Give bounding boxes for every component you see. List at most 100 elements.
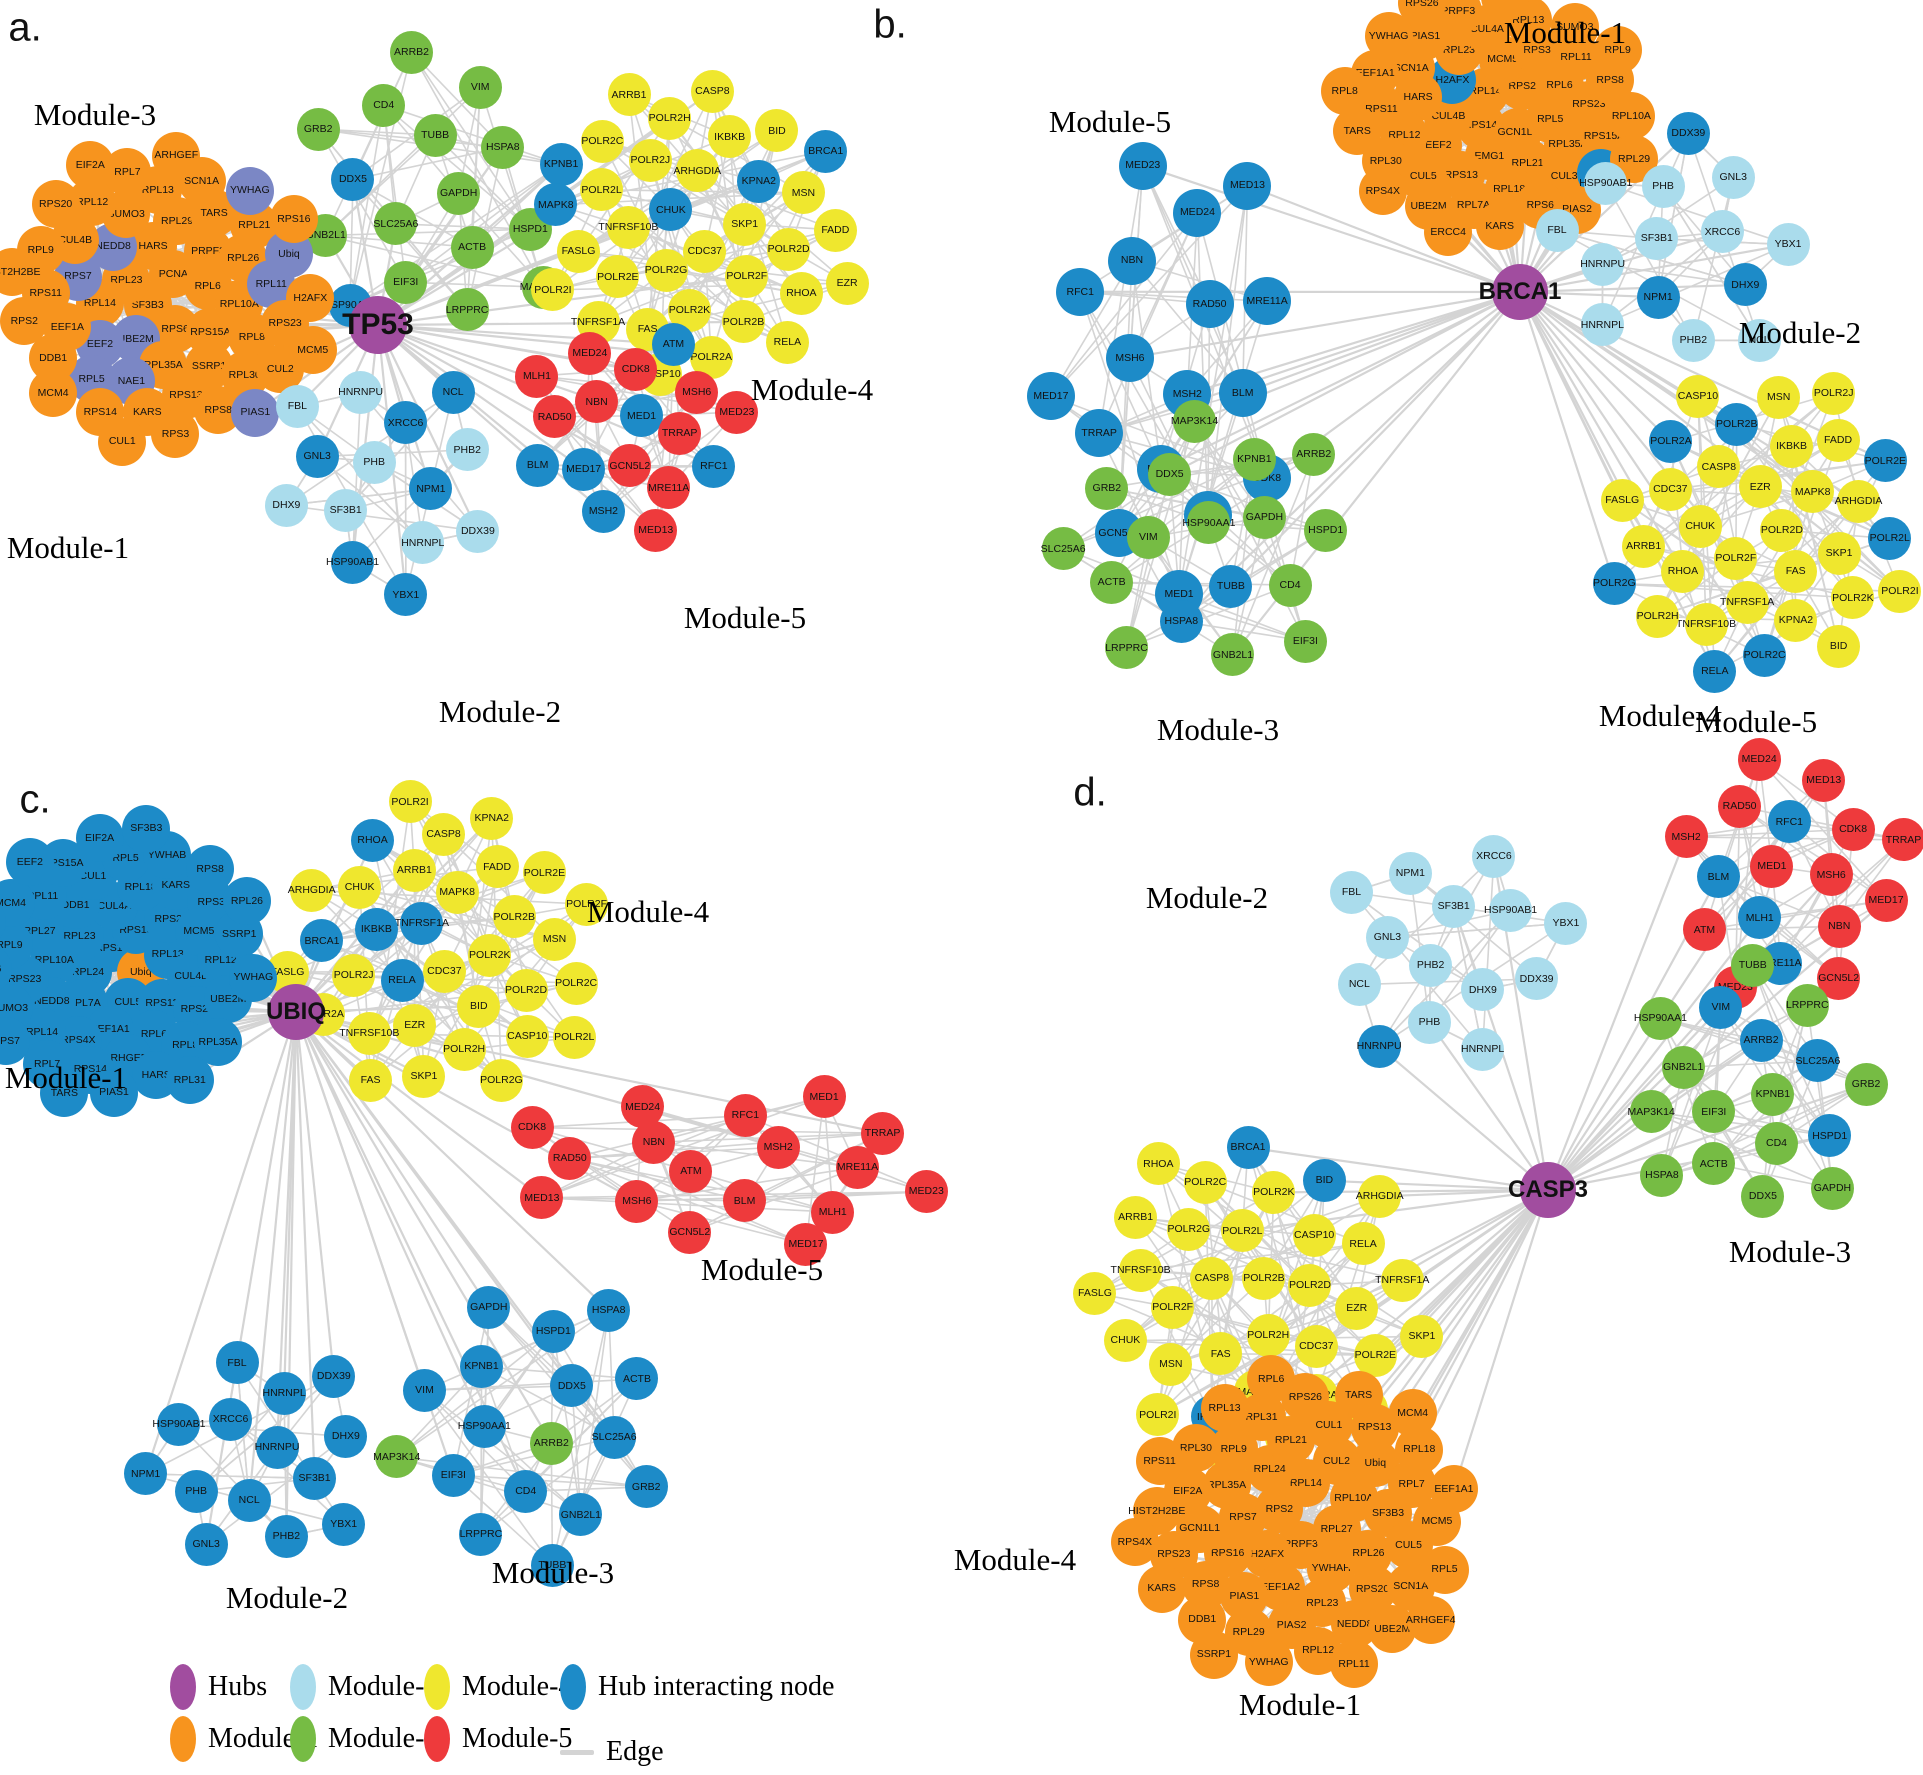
node-POLR2L[interactable]: POLR2L xyxy=(1220,1209,1264,1253)
node-GNL3[interactable]: GNL3 xyxy=(1711,156,1755,200)
node-SSRP1[interactable]: SSRP1 xyxy=(1189,1630,1238,1679)
node-NBN[interactable]: NBN xyxy=(632,1120,676,1164)
node-GAPDH[interactable]: GAPDH xyxy=(437,171,481,215)
node-TRRAP[interactable]: TRRAP xyxy=(658,412,702,456)
node-PHB[interactable]: PHB xyxy=(352,440,396,484)
node-NCL[interactable]: NCL xyxy=(431,370,475,414)
node-GRB2[interactable]: GRB2 xyxy=(1085,466,1129,510)
node-PHB2[interactable]: PHB2 xyxy=(1671,318,1715,362)
node-POLR2H[interactable]: POLR2H xyxy=(1636,595,1680,639)
node-PHB[interactable]: PHB xyxy=(1407,1001,1451,1045)
node-POLR2I[interactable]: POLR2I xyxy=(1878,569,1922,613)
node-ARRB2[interactable]: ARRB2 xyxy=(390,30,433,74)
node-SUMO3[interactable]: SUMO3 xyxy=(1550,3,1599,52)
node-GAPDH[interactable]: GAPDH xyxy=(1810,1166,1854,1210)
node-RPL30[interactable]: RPL30 xyxy=(0,897,7,946)
node-GAPDH[interactable]: GAPDH xyxy=(1242,495,1286,539)
node-CUL1[interactable]: CUL1 xyxy=(98,417,147,466)
node-RPL26[interactable]: RPL26 xyxy=(222,877,271,926)
node-CDC37[interactable]: CDC37 xyxy=(422,950,466,994)
node-POLR2H[interactable]: POLR2H xyxy=(442,1028,486,1072)
node-POLR2I[interactable]: POLR2I xyxy=(531,268,575,312)
node-HIST2H2BE[interactable]: HIST2H2BE xyxy=(1477,0,1534,21)
node-MED24[interactable]: MED24 xyxy=(1173,188,1222,237)
node-MCM4[interactable]: MCM4 xyxy=(1388,1389,1437,1438)
node-CDK8[interactable]: CDK8 xyxy=(510,1106,554,1150)
node-ARHGEF[interactable]: ARHGEF xyxy=(152,131,201,180)
node-HSPD1[interactable]: HSPD1 xyxy=(531,1309,575,1353)
node-RHOA[interactable]: RHOA xyxy=(1661,550,1705,594)
node-TNFRSF1A[interactable]: TNFRSF1A xyxy=(1375,1259,1429,1303)
node-POLR2A[interactable]: POLR2A xyxy=(1649,420,1693,464)
node-GAPDH[interactable]: GAPDH xyxy=(467,1286,511,1330)
node-MAP3K14[interactable]: MAP3K14 xyxy=(373,1435,420,1479)
node-ARRB1[interactable]: ARRB1 xyxy=(392,848,436,892)
node-ARHGEF4[interactable]: ARHGEF4 xyxy=(1406,1596,1456,1645)
node-TNFRSF10B[interactable]: TNFRSF10B xyxy=(1111,1248,1171,1292)
node-POLR2L[interactable]: POLR2L xyxy=(552,1015,596,1059)
node-HSPD1[interactable]: HSPD1 xyxy=(1808,1114,1852,1158)
node-POLR2C[interactable]: POLR2C xyxy=(554,961,598,1005)
node-FAS[interactable]: FAS xyxy=(349,1058,393,1102)
node-POLR2F[interactable]: POLR2F xyxy=(1151,1285,1195,1329)
hub-BRCA1[interactable]: BRCA1 xyxy=(1479,264,1561,320)
node-RELA[interactable]: RELA xyxy=(765,321,809,365)
node-GCN5L2[interactable]: GCN5L2 xyxy=(608,444,652,488)
node-EIF3I[interactable]: EIF3I xyxy=(1692,1090,1736,1134)
node-ATM[interactable]: ATM xyxy=(652,322,695,366)
node-TRRAP[interactable]: TRRAP xyxy=(1075,409,1124,458)
node-HSPA8[interactable]: HSPA8 xyxy=(1159,599,1203,643)
node-TNFRSF1A[interactable]: TNFRSF1A xyxy=(395,902,449,945)
node-RPL9[interactable]: RPL9 xyxy=(1593,26,1642,75)
node-HNRNPL[interactable]: HNRNPL xyxy=(401,521,444,565)
node-MSH6[interactable]: MSH6 xyxy=(675,370,719,414)
node-ACTB[interactable]: ACTB xyxy=(615,1357,659,1401)
node-GRB2[interactable]: GRB2 xyxy=(624,1465,668,1509)
node-NPM1[interactable]: NPM1 xyxy=(1388,852,1432,896)
node-CHUK[interactable]: CHUK xyxy=(649,188,693,232)
node-MAPK8[interactable]: MAPK8 xyxy=(1791,470,1835,514)
node-TNFRSF1A[interactable]: TNFRSF1A xyxy=(1720,581,1774,625)
node-POLR2F[interactable]: POLR2F xyxy=(725,254,769,298)
node-SLC25A6[interactable]: SLC25A6 xyxy=(1795,1039,1840,1083)
node-MSH6[interactable]: MSH6 xyxy=(1809,853,1853,897)
node-ATM[interactable]: ATM xyxy=(669,1149,713,1193)
node-MED23[interactable]: MED23 xyxy=(1118,141,1167,190)
node-HSP90AA1[interactable]: HSP90AA1 xyxy=(458,1404,511,1448)
node-PIAS1[interactable]: PIAS1 xyxy=(89,1068,138,1117)
node-NBN[interactable]: NBN xyxy=(1817,904,1861,948)
node-FASLG[interactable]: FASLG xyxy=(1073,1271,1117,1315)
node-FBL[interactable]: FBL xyxy=(1329,870,1373,914)
node-BID[interactable]: BID xyxy=(457,984,501,1028)
node-POLR2G[interactable]: POLR2G xyxy=(1167,1207,1211,1251)
node-POLR2G[interactable]: POLR2G xyxy=(644,248,688,292)
node-DDX39[interactable]: DDX39 xyxy=(312,1354,356,1398)
node-RAD50[interactable]: RAD50 xyxy=(1185,279,1234,328)
node-BLM[interactable]: BLM xyxy=(516,443,560,487)
node-RELA[interactable]: RELA xyxy=(1341,1222,1385,1266)
node-EZR[interactable]: EZR xyxy=(1335,1286,1379,1330)
node-EEF1A1[interactable]: EEF1A1 xyxy=(1429,1465,1478,1514)
node-RAD50[interactable]: RAD50 xyxy=(533,395,577,439)
node-YBX1[interactable]: YBX1 xyxy=(322,1503,366,1547)
node-TUBB[interactable]: TUBB xyxy=(1731,943,1775,987)
node-MED23[interactable]: MED23 xyxy=(904,1170,948,1214)
node-FASLG[interactable]: FASLG xyxy=(1600,478,1644,522)
node-POLR2J[interactable]: POLR2J xyxy=(332,953,376,997)
node-EIF2A[interactable]: EIF2A xyxy=(75,814,124,863)
node-BLM[interactable]: BLM xyxy=(1696,855,1740,899)
node-RFC1[interactable]: RFC1 xyxy=(692,444,736,488)
node-TRRAP[interactable]: TRRAP xyxy=(1882,818,1923,862)
node-DHX9[interactable]: DHX9 xyxy=(264,483,308,527)
node-MAPK8[interactable]: MAPK8 xyxy=(435,870,479,914)
node-POLR2I[interactable]: POLR2I xyxy=(1136,1393,1180,1437)
node-KARS[interactable]: KARS xyxy=(1137,1564,1186,1613)
node-RFC1[interactable]: RFC1 xyxy=(1767,800,1811,844)
node-KPNB1[interactable]: KPNB1 xyxy=(460,1345,504,1389)
node-DDX5[interactable]: DDX5 xyxy=(1741,1174,1785,1218)
node-GNB2L1[interactable]: GNB2L1 xyxy=(1661,1045,1705,1089)
node-HNRNPL[interactable]: HNRNPL xyxy=(1461,1027,1504,1071)
node-YWHAG[interactable]: YWHAG xyxy=(225,166,274,215)
node-ERCC4[interactable]: ERCC4 xyxy=(1424,208,1473,257)
node-SF3B1[interactable]: SF3B1 xyxy=(293,1456,337,1500)
